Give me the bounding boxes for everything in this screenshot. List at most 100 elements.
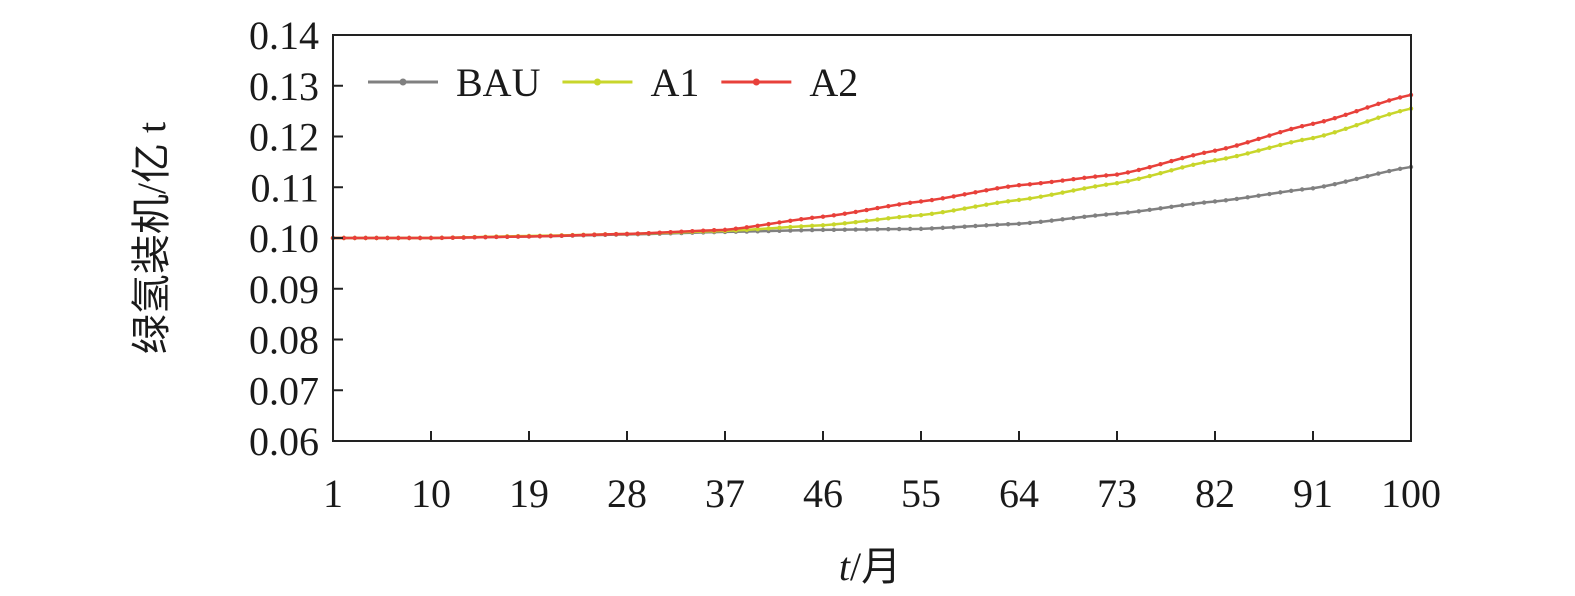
data-point-a1 — [1049, 192, 1054, 197]
data-point-a2 — [1016, 183, 1022, 188]
legend-label-a1: A1 — [650, 60, 699, 105]
data-point-a2 — [1212, 148, 1218, 153]
data-point-a1 — [1169, 168, 1174, 173]
data-point-a1 — [1365, 119, 1370, 124]
data-point-a2 — [1049, 179, 1054, 185]
data-point-a2 — [1158, 161, 1163, 167]
y-tick-label: 0.13 — [249, 64, 319, 109]
data-point-a2 — [1256, 136, 1261, 142]
data-point-bau — [799, 228, 804, 233]
data-point-bau — [1365, 174, 1370, 179]
data-point-bau — [1234, 196, 1239, 202]
data-point-bau — [1060, 217, 1065, 222]
data-point-a1 — [1278, 142, 1283, 148]
x-tick-label: 37 — [705, 471, 745, 516]
series-line-a2 — [333, 93, 1412, 240]
data-point-bau — [897, 226, 902, 232]
data-point-a1 — [995, 200, 1000, 206]
data-point-a1 — [1158, 171, 1163, 176]
data-point-a2 — [613, 231, 619, 237]
data-point-a1 — [1180, 165, 1185, 170]
data-point-a1 — [1289, 140, 1294, 145]
data-point-a2 — [1125, 170, 1131, 175]
data-point-a2 — [1245, 140, 1250, 145]
data-point-bau — [1310, 186, 1316, 191]
data-point-a2 — [1289, 126, 1294, 132]
data-point-a2 — [809, 215, 815, 221]
data-point-a2 — [679, 229, 684, 234]
data-point-a2 — [1223, 146, 1229, 151]
data-point-a2 — [548, 233, 553, 239]
data-point-a2 — [592, 232, 597, 237]
data-point-a1 — [842, 221, 847, 226]
data-point-bau — [886, 226, 891, 232]
data-point-bau — [907, 226, 913, 232]
data-point-a2 — [1397, 95, 1403, 100]
data-point-bau — [1201, 200, 1207, 205]
data-point-a1 — [886, 216, 891, 221]
data-point-bau — [1278, 190, 1283, 195]
data-point-a2 — [570, 233, 575, 238]
data-point-bau — [1191, 201, 1196, 207]
data-point-a2 — [439, 235, 445, 241]
data-point-bau — [1354, 176, 1359, 182]
data-point-a2 — [1332, 116, 1337, 121]
data-point-a2 — [766, 221, 771, 227]
data-point-a2 — [1365, 105, 1370, 110]
series-layer — [330, 92, 1414, 241]
data-point-bau — [951, 225, 956, 230]
data-point-a1 — [1354, 122, 1359, 128]
series-line-a1 — [333, 107, 1412, 240]
data-point-a2 — [1299, 123, 1305, 129]
data-point-a1 — [1310, 135, 1316, 141]
data-point-a2 — [886, 204, 891, 209]
data-point-a2 — [472, 235, 477, 240]
data-point-a1 — [1201, 160, 1207, 165]
data-point-a2 — [603, 232, 608, 237]
data-point-a2 — [875, 205, 880, 211]
data-point-a2 — [755, 223, 760, 228]
x-tick-label: 28 — [607, 471, 647, 516]
y-tick-label: 0.12 — [249, 115, 319, 160]
data-point-bau — [820, 227, 826, 233]
data-point-a2 — [1201, 150, 1207, 156]
data-point-a2 — [1387, 98, 1392, 103]
data-point-a1 — [918, 212, 924, 218]
data-point-bau — [1332, 181, 1337, 187]
data-point-bau — [1082, 214, 1087, 219]
data-point-a1 — [1060, 190, 1065, 195]
data-point-bau — [1212, 199, 1218, 204]
data-point-a1 — [1256, 148, 1261, 153]
data-point-a1 — [1245, 151, 1250, 156]
data-point-bau — [984, 223, 989, 228]
legend-marker-bau — [399, 78, 407, 86]
legend: BAU A1 A2 — [368, 60, 858, 105]
data-point-a2 — [733, 226, 739, 231]
data-point-bau — [918, 226, 924, 232]
data-point-a2 — [1147, 164, 1152, 170]
data-point-bau — [1256, 193, 1261, 198]
data-point-a2 — [799, 217, 804, 222]
data-point-a2 — [494, 234, 499, 240]
data-point-a1 — [1005, 199, 1011, 204]
y-axis-title: 绿氢装机/亿 t — [129, 122, 174, 354]
data-point-a2 — [1103, 173, 1109, 178]
data-point-bau — [842, 227, 847, 232]
data-point-a2 — [940, 196, 945, 201]
data-point-bau — [1180, 203, 1185, 208]
data-point-bau — [973, 223, 978, 229]
data-point-a1 — [1071, 188, 1076, 193]
x-tick-label: 46 — [803, 471, 843, 516]
y-tick-label: 0.14 — [249, 13, 319, 58]
axes-layer: 0.06 0.07 0.08 0.09 0.10 0.11 0.12 0.13 0.14 1 10 1… — [249, 13, 1441, 516]
data-point-a2 — [831, 213, 837, 218]
data-point-a2 — [820, 214, 826, 219]
y-tick-label: 0.11 — [250, 165, 319, 210]
data-point-a2 — [1310, 121, 1316, 127]
legend-marker-a2 — [752, 78, 760, 86]
data-point-bau — [1299, 187, 1305, 192]
data-point-a1 — [907, 213, 913, 219]
data-point-a2 — [1191, 153, 1196, 158]
data-point-a1 — [1027, 196, 1033, 201]
data-point-bau — [962, 224, 967, 229]
